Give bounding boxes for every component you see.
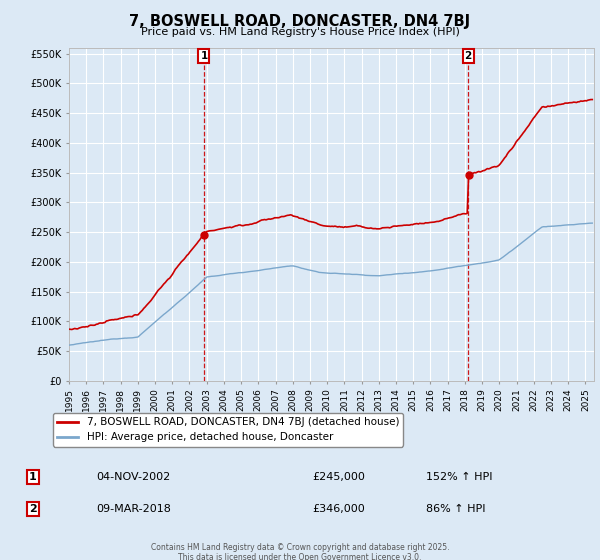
Text: 152% ↑ HPI: 152% ↑ HPI [426,472,493,482]
Text: 86% ↑ HPI: 86% ↑ HPI [426,504,485,514]
Legend: 7, BOSWELL ROAD, DONCASTER, DN4 7BJ (detached house), HPI: Average price, detach: 7, BOSWELL ROAD, DONCASTER, DN4 7BJ (det… [53,413,403,446]
Text: 1: 1 [200,51,208,61]
Text: 04-NOV-2002: 04-NOV-2002 [96,472,170,482]
Text: Contains HM Land Registry data © Crown copyright and database right 2025.
This d: Contains HM Land Registry data © Crown c… [151,543,449,560]
Text: 09-MAR-2018: 09-MAR-2018 [96,504,171,514]
Text: 2: 2 [29,504,37,514]
Text: Price paid vs. HM Land Registry's House Price Index (HPI): Price paid vs. HM Land Registry's House … [140,27,460,37]
Text: £245,000: £245,000 [312,472,365,482]
Text: 1: 1 [29,472,37,482]
Text: 2: 2 [464,51,472,61]
Text: £346,000: £346,000 [312,504,365,514]
Text: 7, BOSWELL ROAD, DONCASTER, DN4 7BJ: 7, BOSWELL ROAD, DONCASTER, DN4 7BJ [130,14,470,29]
